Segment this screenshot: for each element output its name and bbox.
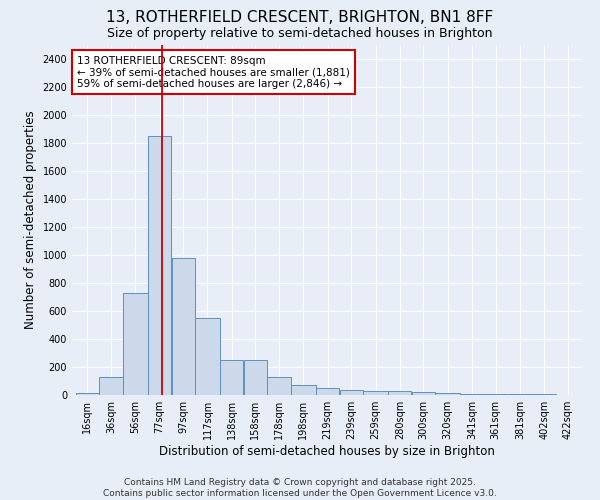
Bar: [123, 293, 148, 395]
Bar: [244, 360, 267, 395]
Bar: [340, 390, 363, 395]
Bar: [76, 393, 99, 395]
Bar: [532, 394, 556, 395]
Bar: [195, 318, 220, 395]
Text: Contains HM Land Registry data © Crown copyright and database right 2025.
Contai: Contains HM Land Registry data © Crown c…: [103, 478, 497, 498]
X-axis label: Distribution of semi-detached houses by size in Brighton: Distribution of semi-detached houses by …: [159, 445, 495, 458]
Bar: [508, 394, 532, 395]
Bar: [291, 385, 316, 395]
Bar: [388, 391, 412, 395]
Bar: [460, 394, 484, 395]
Bar: [436, 394, 460, 395]
Text: 13 ROTHERFIELD CRESCENT: 89sqm
← 39% of semi-detached houses are smaller (1,881): 13 ROTHERFIELD CRESCENT: 89sqm ← 39% of …: [77, 56, 350, 88]
Bar: [172, 258, 195, 395]
Text: 13, ROTHERFIELD CRESCENT, BRIGHTON, BN1 8FF: 13, ROTHERFIELD CRESCENT, BRIGHTON, BN1 …: [106, 10, 494, 25]
Bar: [363, 391, 388, 395]
Bar: [220, 360, 244, 395]
Y-axis label: Number of semi-detached properties: Number of semi-detached properties: [24, 110, 37, 330]
Bar: [268, 377, 291, 395]
Bar: [484, 394, 508, 395]
Text: Size of property relative to semi-detached houses in Brighton: Size of property relative to semi-detach…: [107, 28, 493, 40]
Bar: [412, 392, 435, 395]
Bar: [148, 136, 171, 395]
Bar: [100, 377, 123, 395]
Bar: [316, 388, 340, 395]
